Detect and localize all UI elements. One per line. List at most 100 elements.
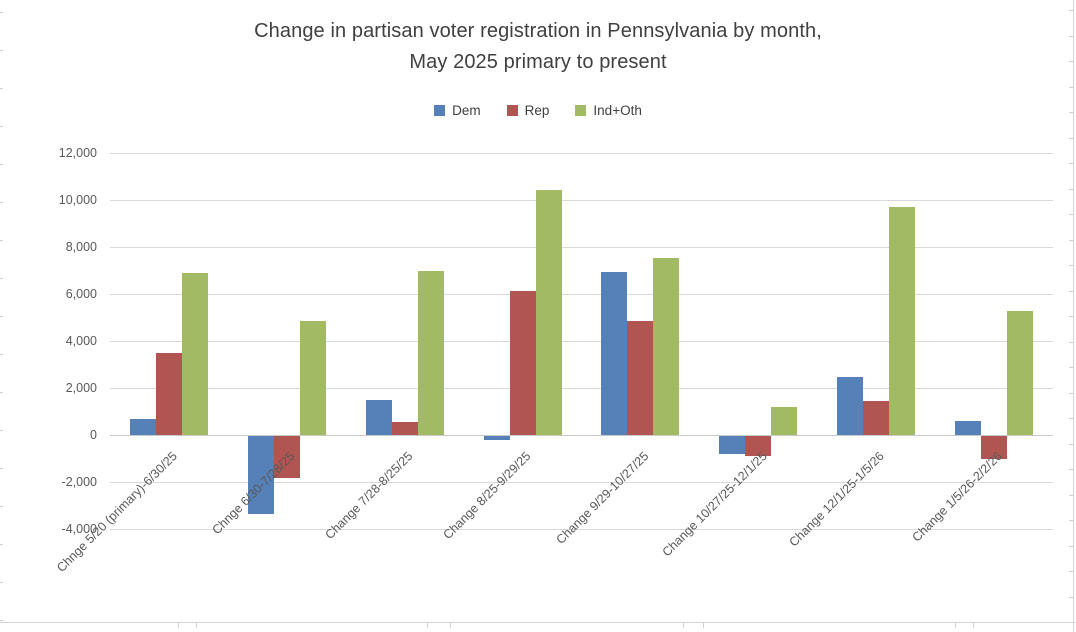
x-axis-category-label: Chnge 5/20 (primary)-6/30/25: [54, 449, 180, 575]
cell-boundary-tick: [1069, 342, 1073, 343]
chart-title: Change in partisan voter registration in…: [0, 16, 1076, 78]
cell-boundary-tick: [427, 623, 428, 628]
bar-dem-6[interactable]: [837, 377, 863, 435]
bar-rep-6[interactable]: [863, 401, 889, 435]
gridline: [110, 341, 1053, 342]
cell-boundary-tick: [0, 126, 3, 127]
gridline: [110, 153, 1053, 154]
y-axis-tick-label: 12,000: [58, 146, 97, 160]
cell-boundary-tick: [0, 240, 3, 241]
cell-boundary-tick: [703, 623, 704, 628]
x-axis-category-label: Change 9/29-10/27/25: [553, 449, 652, 547]
bar-ind-oth-6[interactable]: [889, 207, 915, 435]
bar-ind-oth-5[interactable]: [771, 407, 797, 435]
y-axis-tick-label: 8,000: [65, 240, 97, 254]
x-axis-category-label: Change 1/5/26-2/2/26: [909, 449, 1006, 545]
cell-boundary-tick: [1069, 214, 1073, 215]
cell-boundary-tick: [1069, 520, 1073, 521]
y-axis-tick-label: 6,000: [65, 287, 97, 301]
bar-ind-oth-1[interactable]: [300, 321, 326, 435]
cell-boundary-tick: [1069, 597, 1073, 598]
gridline: [110, 294, 1053, 295]
bar-dem-3[interactable]: [484, 436, 510, 440]
gridline: [110, 529, 1053, 530]
bar-dem-1[interactable]: [248, 436, 274, 514]
cell-boundary-tick: [0, 620, 3, 621]
legend-label: Rep: [524, 103, 550, 118]
spreadsheet-right-edge: [1073, 0, 1074, 632]
cell-boundary-tick: [1069, 418, 1073, 419]
cell-boundary-tick: [0, 278, 3, 279]
cell-boundary-tick: [1069, 10, 1073, 11]
bar-rep-2[interactable]: [392, 422, 418, 435]
bar-dem-7[interactable]: [955, 421, 981, 435]
cell-boundary-tick: [1069, 240, 1073, 241]
cell-boundary-tick: [0, 430, 3, 431]
cell-boundary-tick: [0, 354, 3, 355]
y-axis-tick-label: 4,000: [65, 334, 97, 348]
x-axis-category-label: Change 10/27/25-12/1/25: [659, 449, 770, 560]
bar-rep-5[interactable]: [745, 436, 771, 456]
cell-boundary-tick: [1069, 291, 1073, 292]
bar-rep-4[interactable]: [627, 321, 653, 435]
cell-boundary-tick: [1069, 112, 1073, 113]
cell-boundary-tick: [1069, 36, 1073, 37]
chart-title-line2: May 2025 primary to present: [409, 51, 667, 73]
bar-ind-oth-2[interactable]: [418, 271, 444, 435]
y-axis-tick-label: -2,000: [61, 475, 97, 489]
bar-dem-4[interactable]: [601, 272, 627, 435]
legend-swatch-icon: [575, 105, 587, 116]
legend-swatch-icon: [434, 105, 446, 116]
y-axis-tick-label: 0: [90, 428, 97, 442]
cell-boundary-tick: [0, 392, 3, 393]
legend-label: Dem: [452, 103, 481, 118]
legend-item-rep[interactable]: Rep: [506, 103, 550, 118]
cell-boundary-tick: [1069, 571, 1073, 572]
cell-boundary-tick: [0, 88, 3, 89]
bar-rep-0[interactable]: [156, 353, 182, 435]
cell-boundary-tick: [1069, 265, 1073, 266]
bar-ind-oth-0[interactable]: [182, 273, 208, 435]
cell-boundary-tick: [1069, 393, 1073, 394]
cell-boundary-tick: [1069, 444, 1073, 445]
bar-ind-oth-3[interactable]: [536, 190, 562, 435]
bar-dem-0[interactable]: [130, 419, 156, 435]
bar-ind-oth-7[interactable]: [1007, 311, 1033, 435]
cell-boundary-tick: [955, 623, 956, 628]
cell-boundary-tick: [1069, 163, 1073, 164]
bar-rep-7[interactable]: [981, 436, 1007, 459]
legend: Dem Rep Ind+Oth: [0, 103, 1076, 118]
legend-label: Ind+Oth: [593, 103, 642, 118]
legend-swatch-icon: [506, 105, 518, 116]
gridline: [110, 247, 1053, 248]
bar-dem-2[interactable]: [366, 400, 392, 435]
chart-title-line1: Change in partisan voter registration in…: [254, 20, 822, 42]
cell-boundary-tick: [0, 164, 3, 165]
cell-boundary-tick: [178, 623, 179, 628]
cell-boundary-tick: [0, 50, 3, 51]
cell-boundary-tick: [1069, 495, 1073, 496]
y-axis-tick-label: -4,000: [61, 522, 97, 536]
cell-boundary-tick: [196, 623, 197, 628]
cell-boundary-tick: [1069, 316, 1073, 317]
cell-boundary-tick: [0, 582, 3, 583]
cell-boundary-tick: [973, 623, 974, 628]
cell-boundary-tick: [1069, 367, 1073, 368]
bar-rep-1[interactable]: [274, 436, 300, 478]
x-axis-category-label: Change 12/1/25-1/5/26: [786, 449, 888, 550]
cell-boundary-tick: [0, 12, 3, 13]
cell-boundary-tick: [1069, 546, 1073, 547]
cell-boundary-tick: [1069, 61, 1073, 62]
gridline: [110, 482, 1053, 483]
cell-boundary-tick: [1069, 189, 1073, 190]
bar-ind-oth-4[interactable]: [653, 258, 679, 435]
cell-boundary-tick: [0, 202, 3, 203]
bar-dem-5[interactable]: [719, 436, 745, 454]
legend-item-ind-oth[interactable]: Ind+Oth: [575, 103, 642, 118]
legend-item-dem[interactable]: Dem: [434, 103, 481, 118]
bar-rep-3[interactable]: [510, 291, 536, 435]
cell-boundary-tick: [0, 468, 3, 469]
gridline: [110, 200, 1053, 201]
cell-boundary-tick: [450, 623, 451, 628]
